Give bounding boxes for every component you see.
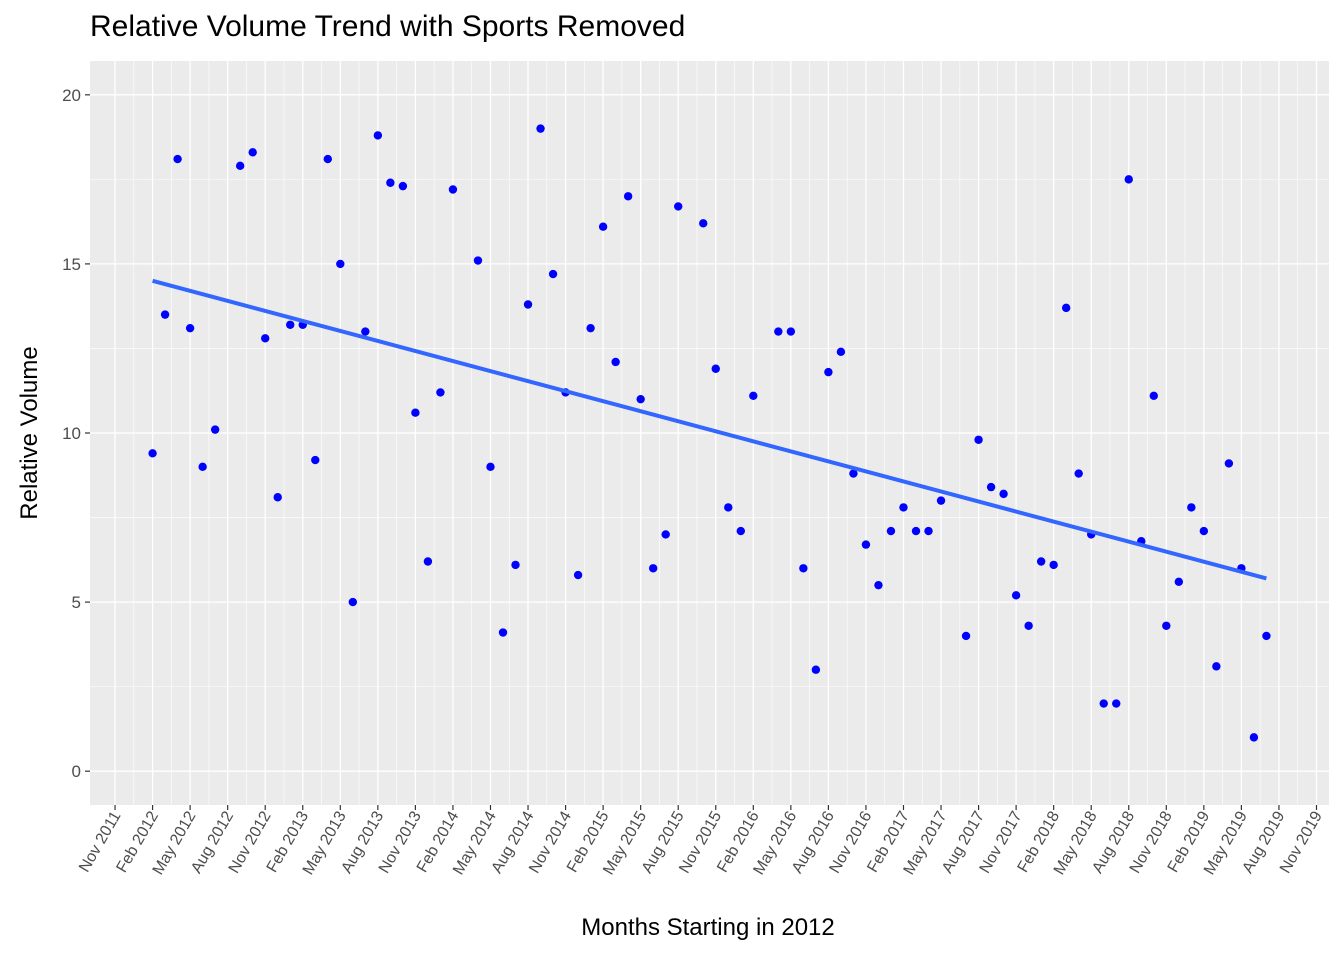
data-point [373,131,383,140]
data-point [361,327,370,336]
data-point [1011,591,1021,600]
data-point [911,526,921,536]
data-point [348,597,358,607]
data-point [874,580,883,590]
data-point [411,408,420,417]
data-point [886,526,896,536]
chart-title: Relative Volume Trend with Sports Remove… [90,10,686,43]
data-point [861,540,871,549]
data-point [523,300,533,309]
data-point [936,496,946,505]
data-point [436,388,445,397]
data-point [148,449,157,458]
data-point [311,455,320,465]
data-point [1199,526,1209,536]
y-tick-label: 20 [62,86,81,105]
data-point [1036,557,1046,566]
data-point [636,394,645,404]
data-point [286,320,295,329]
data-point [1224,459,1234,468]
data-point [1262,631,1271,641]
data-point [699,219,708,228]
data-point [1249,733,1259,742]
data-point [674,202,683,211]
trend-line [152,278,1267,581]
data-point [323,154,332,164]
data-point [536,124,545,133]
y-tick-label: 0 [72,762,81,781]
data-point [486,462,495,472]
data-point [261,334,270,343]
data-point [210,425,220,434]
y-tick-label: 10 [62,424,81,443]
data-point [198,462,207,472]
data-point [386,178,395,187]
data-point [899,503,908,512]
y-tick-label: 15 [62,255,81,274]
data-point [273,493,282,502]
data-point [986,482,996,492]
data-point [724,503,733,512]
data-point [736,526,745,536]
data-point [799,564,808,573]
data-point [611,357,620,367]
data-point [1049,560,1058,570]
data-point [849,469,858,478]
data-point [448,185,458,194]
data-point [160,310,170,319]
data-point [598,222,608,231]
data-point [586,323,595,333]
data-point [661,530,670,539]
data-point [974,435,983,444]
y-axis-label: Relative Volume [16,346,43,520]
data-point [811,665,821,674]
x-axis-label: Months Starting in 2012 [581,914,835,941]
data-point [548,269,558,279]
data-point [573,570,583,580]
data-point [999,489,1008,499]
data-point [1124,175,1133,184]
data-point [648,564,658,573]
data-point [473,256,483,265]
y-tick-label: 5 [72,593,81,612]
data-point [924,526,933,536]
data-point [185,323,195,333]
data-point [1099,699,1108,708]
data-point [398,181,408,191]
data-point [961,631,971,641]
data-point [623,192,633,201]
data-point [173,154,182,164]
data-point [498,628,508,637]
data-point [1061,303,1071,313]
data-point [824,367,833,377]
data-point [1174,577,1184,586]
data-point [1024,621,1033,630]
data-point [1074,469,1083,478]
data-point [786,327,796,336]
data-point [336,259,345,269]
data-point [836,347,846,357]
data-point [1187,503,1196,512]
data-point [235,161,245,171]
data-point [1162,621,1171,630]
data-point [1112,699,1121,708]
data-point [1149,391,1158,400]
data-point [423,557,433,566]
data-point [511,560,520,570]
data-point [774,327,783,336]
data-point [248,148,257,157]
data-point [749,391,758,400]
data-point [1212,662,1221,671]
data-point [711,364,720,373]
